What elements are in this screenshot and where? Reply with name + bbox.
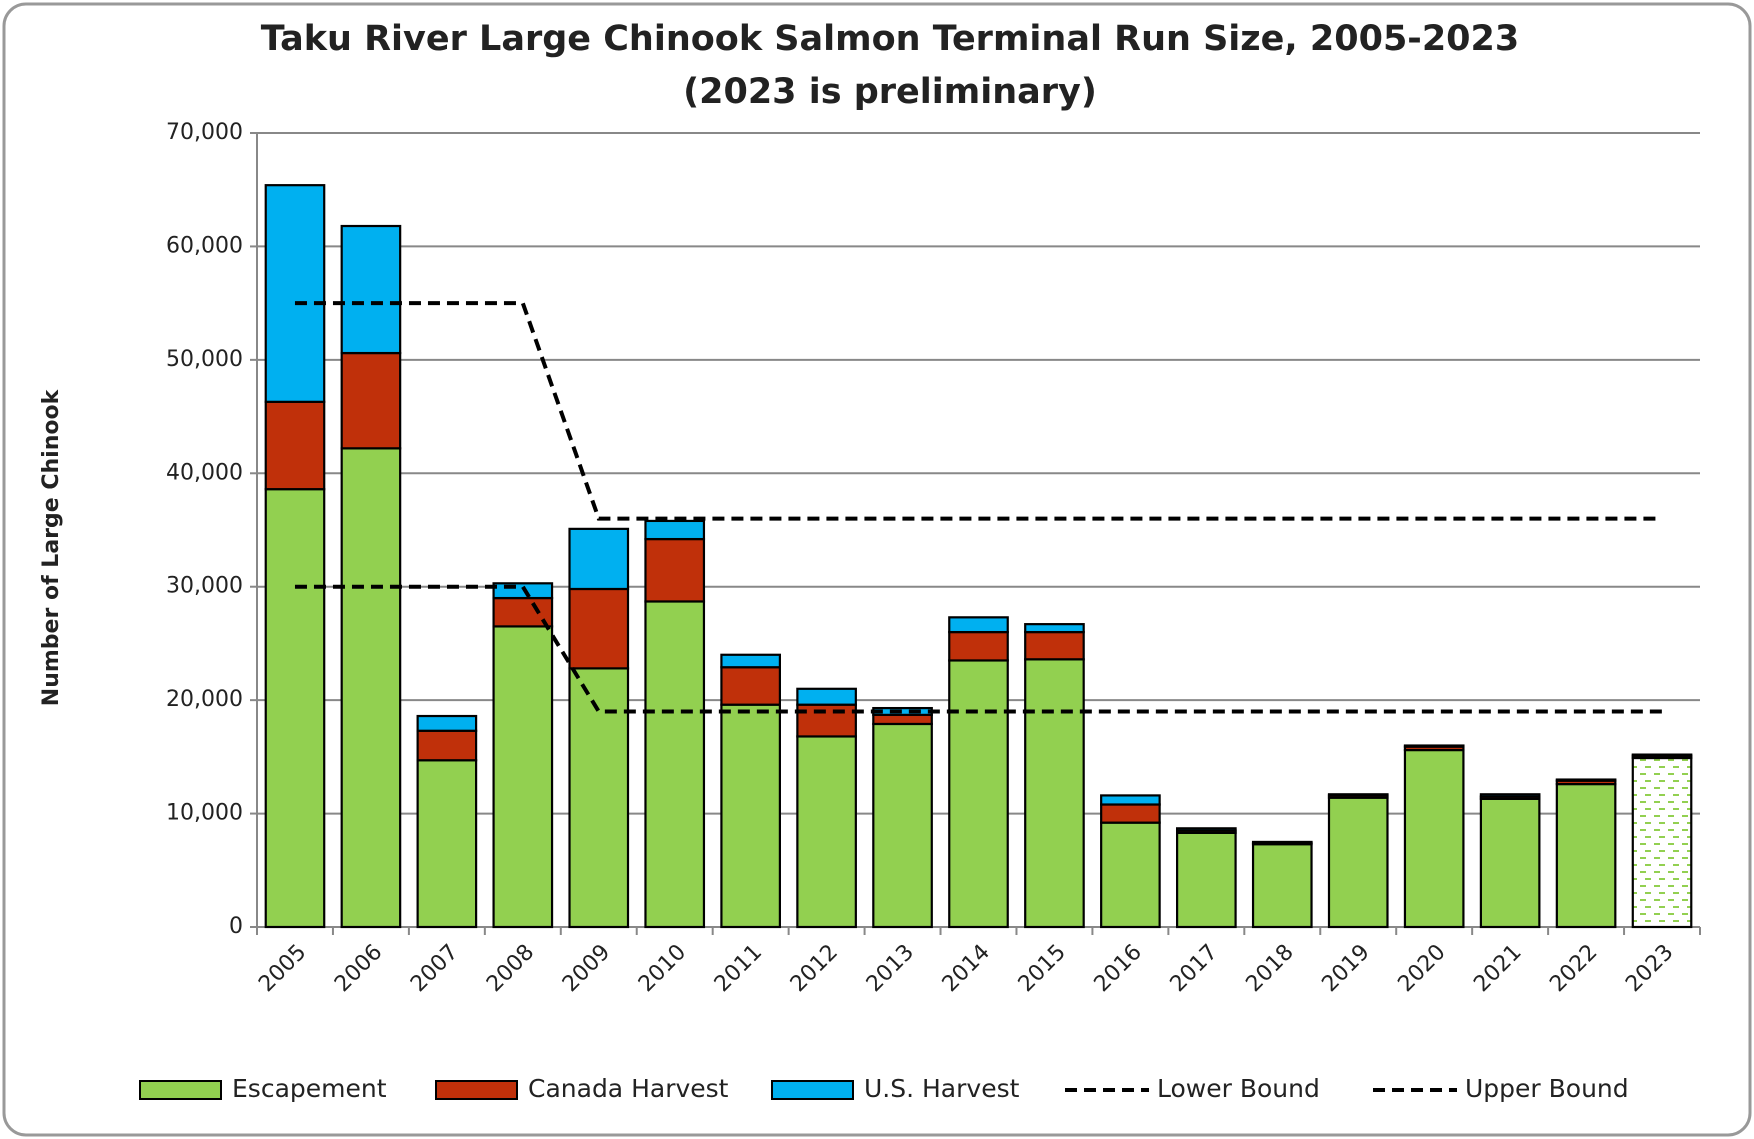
bar-segment	[796, 703, 857, 738]
y-tick-label: 40,000	[166, 460, 243, 485]
bar-segment	[1100, 821, 1161, 929]
bar-segment	[340, 447, 402, 929]
bar-segment	[1479, 797, 1541, 929]
bar-segment	[1555, 782, 1617, 929]
legend-label: Canada Harvest	[528, 1074, 729, 1103]
legend-label: Escapement	[232, 1074, 387, 1103]
bar-segment	[340, 224, 402, 355]
bar-segment	[568, 587, 630, 670]
y-tick-label: 50,000	[166, 347, 243, 372]
legend-swatch	[435, 1080, 518, 1100]
bar-segment	[1631, 753, 1693, 757]
bar-segment	[1176, 831, 1237, 929]
bar-segment	[492, 625, 554, 929]
bar-segment	[796, 687, 857, 706]
legend-swatch	[139, 1080, 222, 1100]
bar-segment	[1024, 630, 1085, 661]
bar-segment	[644, 519, 706, 541]
bar-segment	[720, 666, 781, 706]
legend-label: Lower Bound	[1157, 1074, 1320, 1103]
bar-segment	[416, 729, 478, 762]
bar-segment	[264, 400, 326, 491]
bar-segment	[264, 488, 326, 929]
y-tick-label: 20,000	[166, 687, 243, 712]
bar-segment	[568, 667, 630, 929]
bar-segment	[644, 600, 706, 929]
bar-segment	[1251, 840, 1313, 845]
y-tick-label: 10,000	[166, 801, 243, 826]
bar-segment	[416, 759, 478, 929]
chart-subtitle: (2023 is preliminary)	[683, 72, 1097, 112]
bar-segment	[1100, 803, 1161, 824]
bar-segment	[1479, 793, 1541, 798]
y-tick-label: 60,000	[166, 233, 243, 258]
bar-segment	[1024, 658, 1085, 929]
bar-segment	[948, 630, 1009, 662]
bar-segment	[1555, 778, 1617, 782]
bar-segment	[492, 582, 554, 600]
bar-segment	[1327, 793, 1389, 797]
bar-segment	[1176, 827, 1237, 832]
bar-segment	[1631, 756, 1693, 929]
y-tick-label: 30,000	[166, 574, 243, 599]
bar-segment	[264, 184, 326, 403]
bar-segment	[1327, 796, 1389, 929]
bar-segment	[948, 616, 1009, 634]
y-tick-label: 0	[229, 914, 243, 939]
bar-segment	[1024, 623, 1085, 634]
bar-segment	[340, 351, 402, 450]
bar-segment	[1403, 748, 1465, 929]
bar-segment	[416, 714, 478, 732]
bar-segment	[872, 713, 933, 726]
y-axis-title: Number of Large Chinook	[39, 388, 64, 706]
legend-label: U.S. Harvest	[864, 1074, 1020, 1103]
y-tick-label: 70,000	[166, 120, 243, 145]
bar-segment	[1403, 744, 1465, 748]
bar-segment	[1251, 843, 1313, 929]
bar-segment	[720, 653, 781, 669]
bar-segment	[796, 735, 857, 929]
legend-swatch	[771, 1080, 854, 1100]
bar-segment	[644, 537, 706, 603]
bar-segment	[872, 722, 933, 929]
bar-segment	[720, 703, 781, 929]
legend-label: Upper Bound	[1465, 1074, 1629, 1103]
bar-segment	[948, 659, 1009, 929]
bound-line	[294, 301, 1663, 521]
chart-title: Taku River Large Chinook Salmon Terminal…	[261, 19, 1520, 59]
bar-segment	[1100, 794, 1161, 806]
bar-segment	[568, 527, 630, 591]
